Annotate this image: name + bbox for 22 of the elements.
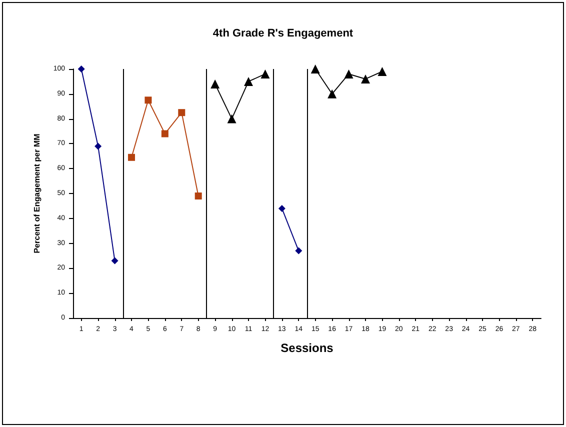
y-axis-title: Percent of Engagement per MM [32, 133, 42, 254]
point [194, 192, 202, 200]
point [178, 109, 186, 116]
point [161, 130, 168, 138]
point [278, 204, 286, 212]
point [244, 76, 253, 86]
point [210, 79, 220, 88]
point [128, 154, 135, 161]
point [295, 247, 302, 254]
point [227, 114, 236, 124]
point [260, 69, 270, 78]
x-axis-title: Sessions [280, 341, 334, 355]
point [310, 64, 320, 74]
point [94, 142, 102, 150]
point [361, 74, 370, 84]
chart-title: 4th Grade R's Engagement [212, 28, 354, 40]
point [144, 96, 152, 104]
point [378, 66, 387, 76]
point [344, 69, 354, 78]
point [78, 66, 85, 72]
point [328, 89, 337, 98]
point [111, 257, 118, 264]
